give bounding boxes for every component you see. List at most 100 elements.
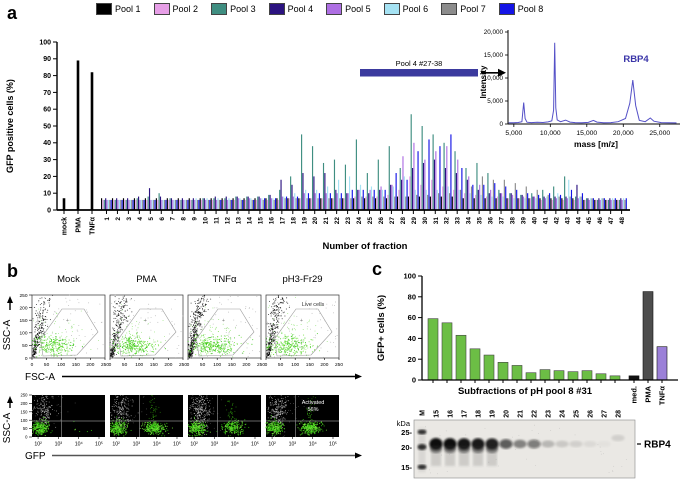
svg-text:3: 3	[126, 217, 133, 221]
legend-label: Pool 6	[402, 4, 429, 14]
svg-text:30: 30	[43, 157, 51, 164]
svg-text:150: 150	[72, 362, 80, 368]
svg-text:PMA: PMA	[76, 217, 83, 233]
svg-text:19: 19	[301, 217, 308, 225]
svg-text:10⁵: 10⁵	[95, 442, 103, 448]
svg-text:+: +	[300, 318, 303, 324]
svg-text:Intensity: Intensity	[479, 65, 488, 98]
svg-text:32: 32	[444, 217, 451, 225]
svg-text:21: 21	[323, 217, 330, 225]
svg-text:50: 50	[22, 343, 28, 349]
svg-text:50: 50	[44, 362, 50, 368]
svg-text:Pool 4 #27-38: Pool 4 #27-38	[396, 59, 443, 68]
svg-text:250: 250	[101, 362, 109, 368]
svg-text:250: 250	[19, 293, 27, 299]
legend-label: Pool 3	[230, 4, 256, 14]
legend-swatch	[268, 3, 285, 15]
svg-text:29: 29	[411, 217, 418, 225]
svg-text:0: 0	[31, 362, 34, 368]
svg-text:150: 150	[228, 362, 236, 368]
svg-text:25: 25	[367, 217, 374, 225]
panel-a-legend: Pool 1 Pool 2 Pool 3 Pool 4 Pool 5 Pool 6 Pool…	[96, 3, 543, 15]
svg-text:1: 1	[104, 217, 111, 221]
svg-text:33: 33	[455, 217, 462, 225]
legend-item-pool-2: Pool 2	[153, 3, 198, 15]
svg-text:13: 13	[236, 217, 243, 225]
svg-text:Live cells: Live cells	[302, 302, 325, 308]
svg-text:100: 100	[39, 39, 51, 46]
svg-text:42: 42	[553, 217, 560, 225]
svg-text:10⁵: 10⁵	[173, 442, 181, 448]
svg-text:0: 0	[499, 121, 503, 128]
svg-text:10⁴: 10⁴	[153, 442, 161, 448]
svg-text:11: 11	[214, 217, 221, 224]
svg-text:10,000: 10,000	[540, 130, 561, 137]
svg-text:30: 30	[422, 217, 429, 225]
svg-text:pH3-Fr29: pH3-Fr29	[282, 274, 322, 285]
svg-text:20: 20	[312, 217, 319, 225]
svg-text:8: 8	[181, 217, 188, 221]
legend-swatch	[326, 3, 343, 15]
svg-text:6: 6	[159, 217, 166, 221]
svg-text:15,000: 15,000	[484, 52, 504, 59]
svg-text:31: 31	[433, 217, 440, 225]
svg-text:18: 18	[290, 217, 297, 225]
legend-label: Pool 5	[345, 4, 371, 14]
svg-text:0: 0	[47, 207, 51, 214]
legend-swatch	[153, 3, 170, 15]
svg-text:45: 45	[586, 217, 593, 225]
svg-text:24: 24	[356, 217, 363, 225]
svg-text:60: 60	[43, 107, 51, 114]
legend-swatch	[441, 3, 458, 15]
svg-text:PMA: PMA	[136, 274, 157, 285]
svg-text:50: 50	[122, 362, 128, 368]
svg-text:5,000: 5,000	[487, 98, 503, 105]
legend-item-pool-1: Pool 1	[96, 3, 141, 15]
legend-item-pool-5: Pool 5	[326, 3, 371, 15]
svg-text:150: 150	[306, 362, 314, 368]
svg-text:15: 15	[257, 217, 264, 225]
legend-label: Pool 1	[115, 4, 141, 14]
legend-item-pool-8: Pool 8	[498, 3, 543, 15]
svg-text:Number of fraction: Number of fraction	[323, 241, 408, 252]
svg-text:250: 250	[335, 362, 343, 368]
svg-text:10: 10	[43, 191, 51, 198]
legend-item-pool-7: Pool 7	[441, 3, 486, 15]
svg-text:20,000: 20,000	[613, 130, 634, 137]
svg-text:10³: 10³	[55, 442, 63, 448]
svg-text:250: 250	[257, 362, 265, 368]
svg-text:+: +	[66, 318, 69, 324]
legend-swatch	[211, 3, 228, 15]
svg-text:12: 12	[225, 217, 232, 225]
svg-text:200: 200	[164, 362, 172, 368]
svg-text:40: 40	[531, 217, 538, 225]
svg-text:100: 100	[57, 362, 65, 368]
svg-text:10²: 10²	[34, 442, 42, 448]
svg-text:7: 7	[170, 217, 177, 221]
svg-text:27: 27	[389, 217, 396, 225]
svg-text:0: 0	[187, 362, 190, 368]
panel-b-letter: b	[7, 261, 18, 281]
svg-text:25,000: 25,000	[649, 130, 670, 137]
svg-text:50: 50	[200, 362, 206, 368]
svg-text:+: +	[222, 318, 225, 324]
svg-text:250: 250	[179, 362, 187, 368]
svg-text:200: 200	[242, 362, 250, 368]
svg-text:200: 200	[320, 362, 328, 368]
legend-swatch	[383, 3, 400, 15]
svg-text:10³: 10³	[133, 442, 141, 448]
svg-text:0: 0	[25, 356, 28, 362]
panel-b-flow-cytometry: Mock PMA TNFα pH3-Fr29 +0 50 100 150 200 250 +0 50 1…	[2, 274, 362, 462]
legend-swatch	[96, 3, 112, 15]
svg-text:mass [m/z]: mass [m/z]	[574, 139, 618, 149]
svg-text:80: 80	[43, 73, 51, 80]
svg-text:5,000: 5,000	[505, 130, 522, 137]
svg-text:14: 14	[246, 217, 253, 225]
svg-text:2: 2	[115, 217, 122, 221]
svg-text:150: 150	[150, 362, 158, 368]
svg-text:70: 70	[43, 90, 51, 97]
svg-text:RBP4: RBP4	[623, 54, 649, 65]
svg-text:38: 38	[510, 217, 517, 225]
svg-text:90: 90	[43, 56, 51, 63]
